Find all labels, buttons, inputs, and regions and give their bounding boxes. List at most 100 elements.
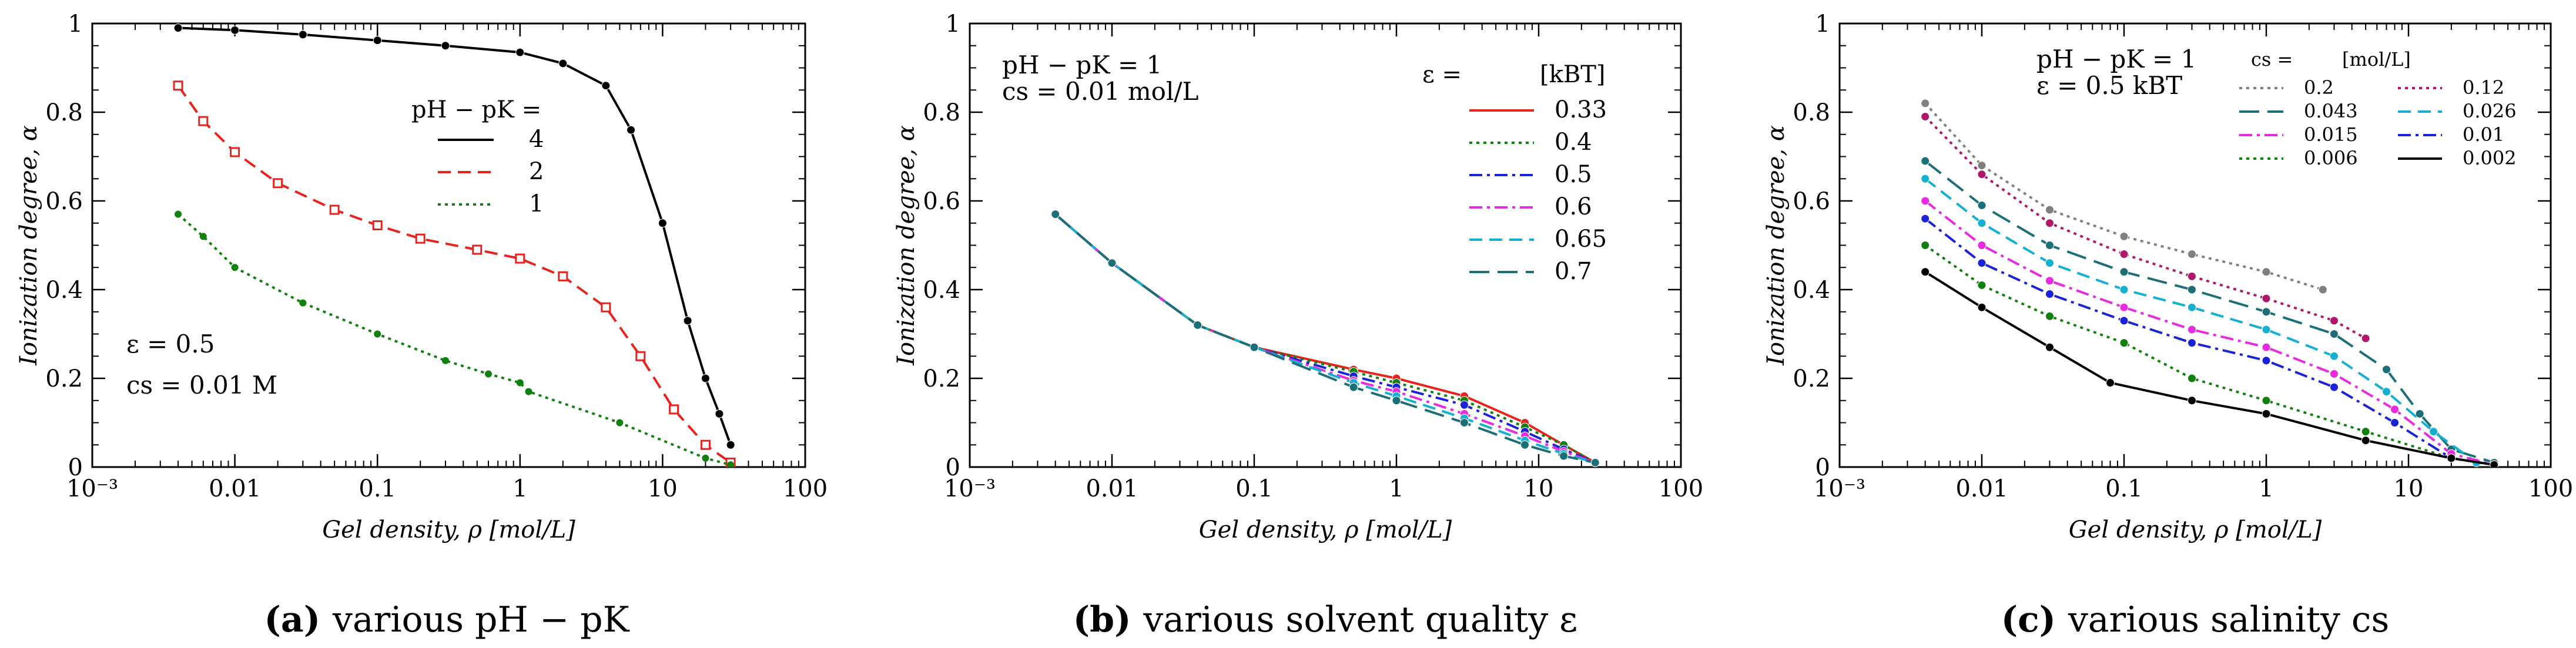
data-point-0.7	[1349, 382, 1358, 392]
data-point-0.026	[2382, 387, 2391, 397]
data-point-0.043	[1977, 201, 1987, 210]
data-point-0.12	[2045, 219, 2054, 228]
data-point-0.2	[1977, 161, 1987, 170]
series-line-2	[177, 85, 732, 464]
annotation-epsilon: ε = 0.5 kBT	[2036, 71, 2182, 100]
data-point-1	[231, 264, 239, 271]
y-axis-label: Ionization degree, α	[893, 125, 920, 366]
x-tick-label: 1	[2259, 475, 2273, 502]
data-point-0.006	[2119, 338, 2129, 348]
panel-caption: (b) various solvent quality ε	[1073, 599, 1578, 640]
data-point-2	[173, 80, 183, 91]
data-point-1	[199, 233, 207, 240]
data-point-0.006	[2262, 396, 2271, 405]
caption-letter: (a)	[264, 599, 333, 640]
x-tick-label: 0.01	[209, 475, 261, 502]
series-line-0.65	[1054, 213, 1596, 464]
data-point-0.006	[2361, 427, 2370, 437]
x-tick-label: 1	[1389, 475, 1403, 502]
data-point-1	[616, 419, 624, 427]
series-line-1	[177, 213, 731, 466]
data-point-0.7	[1051, 210, 1060, 219]
data-point-2	[273, 178, 283, 189]
annotation-salinity: cs = 0.01 mol/L	[1002, 77, 1198, 106]
data-point-0.015	[1921, 196, 1930, 206]
data-point-2	[669, 404, 679, 415]
panel-b: 10⁻³ 0.01 0.1 1 10 100 0 0.2 0.4 0.6 0.8 1 Gel densi…	[893, 11, 1703, 640]
series-line-0.006	[1924, 244, 2495, 466]
data-point-0.2	[2045, 205, 2054, 214]
data-point-0.002	[2447, 454, 2456, 463]
y-tick-label: 0	[946, 454, 960, 481]
data-point-0.01	[2390, 418, 2400, 427]
data-point-0.7	[1193, 320, 1202, 330]
y-tick-label: 0.8	[923, 99, 960, 126]
data-point-0.7	[1392, 396, 1401, 405]
data-point-0.002	[2045, 343, 2054, 352]
data-point-0.12	[2329, 316, 2339, 325]
data-point-4	[701, 374, 710, 383]
series-line-0.002	[1924, 271, 2495, 466]
data-point-0.7	[1520, 440, 1530, 449]
y-tick-label: 0.4	[45, 277, 83, 304]
series-line-0.026	[1924, 177, 2477, 464]
y-tick-label: 1	[1815, 11, 1830, 38]
data-point-1	[516, 379, 524, 387]
caption-letter: (b)	[1073, 599, 1144, 640]
data-point-0.01	[2187, 338, 2196, 348]
x-tick-label: 0.01	[1086, 475, 1138, 502]
y-tick-label: 0.4	[1793, 277, 1830, 304]
data-point-0.01	[2262, 356, 2271, 365]
x-tick-label: 10⁻³	[1814, 475, 1865, 502]
data-point-0.7	[1250, 343, 1259, 352]
data-point-0.002	[2361, 436, 2370, 445]
x-tick-label: 100	[2528, 475, 2573, 502]
legend-label-1: 1	[529, 190, 544, 217]
legend-label-0.4: 0.4	[1555, 129, 1592, 156]
data-point-0.01	[2045, 290, 2054, 299]
legend-label-0.015: 0.015	[2304, 123, 2358, 146]
series-line-0.12	[1924, 116, 2367, 340]
data-point-0.12	[1921, 112, 1930, 122]
series-line-0.015	[1924, 200, 2495, 466]
data-point-0.01	[2119, 316, 2129, 325]
caption-text: various salinity cs	[2068, 599, 2389, 640]
y-tick-label: 0.4	[923, 277, 960, 304]
data-point-1	[525, 388, 532, 395]
data-point-1	[484, 370, 492, 378]
data-point-0.7	[1559, 451, 1569, 461]
x-tick-label: 1	[512, 475, 527, 502]
panel-caption: (c) various salinity cs	[2001, 599, 2390, 640]
data-point-0.043	[2045, 241, 2054, 250]
data-point-2	[372, 220, 383, 231]
data-point-0.2	[2318, 285, 2327, 294]
data-point-1	[727, 461, 735, 467]
y-axis-label: Ionization degree, α	[15, 125, 42, 366]
data-point-0.12	[1977, 170, 1987, 179]
data-point-0.015	[2390, 405, 2400, 414]
y-tick-label: 1	[68, 11, 83, 38]
data-point-2	[558, 271, 568, 281]
series-line-0.6	[1054, 213, 1596, 464]
data-point-0.026	[2262, 325, 2271, 334]
data-point-4	[658, 219, 667, 228]
data-point-0.006	[2045, 311, 2054, 321]
legend-title: pH − pK =	[411, 96, 541, 123]
y-tick-label: 0.8	[1793, 99, 1830, 126]
y-tick-label: 0.6	[923, 188, 960, 215]
data-point-0.002	[2490, 460, 2499, 467]
y-tick-label: 0	[1815, 454, 1830, 481]
legend-label-4: 4	[529, 126, 544, 153]
annotation-salinity: cs = 0.01 M	[126, 371, 277, 399]
data-point-2	[635, 351, 646, 361]
data-point-2	[700, 439, 711, 450]
data-point-0.043	[2262, 307, 2271, 317]
series-line-0.043	[1924, 160, 2495, 464]
data-point-0.002	[1921, 267, 1930, 277]
series-line-0.33	[1054, 213, 1596, 464]
y-tick-label: 0.6	[1793, 188, 1830, 215]
data-point-4	[173, 23, 183, 33]
data-point-4	[683, 316, 692, 325]
data-point-0.026	[2187, 303, 2196, 312]
data-point-0.043	[2415, 409, 2424, 418]
